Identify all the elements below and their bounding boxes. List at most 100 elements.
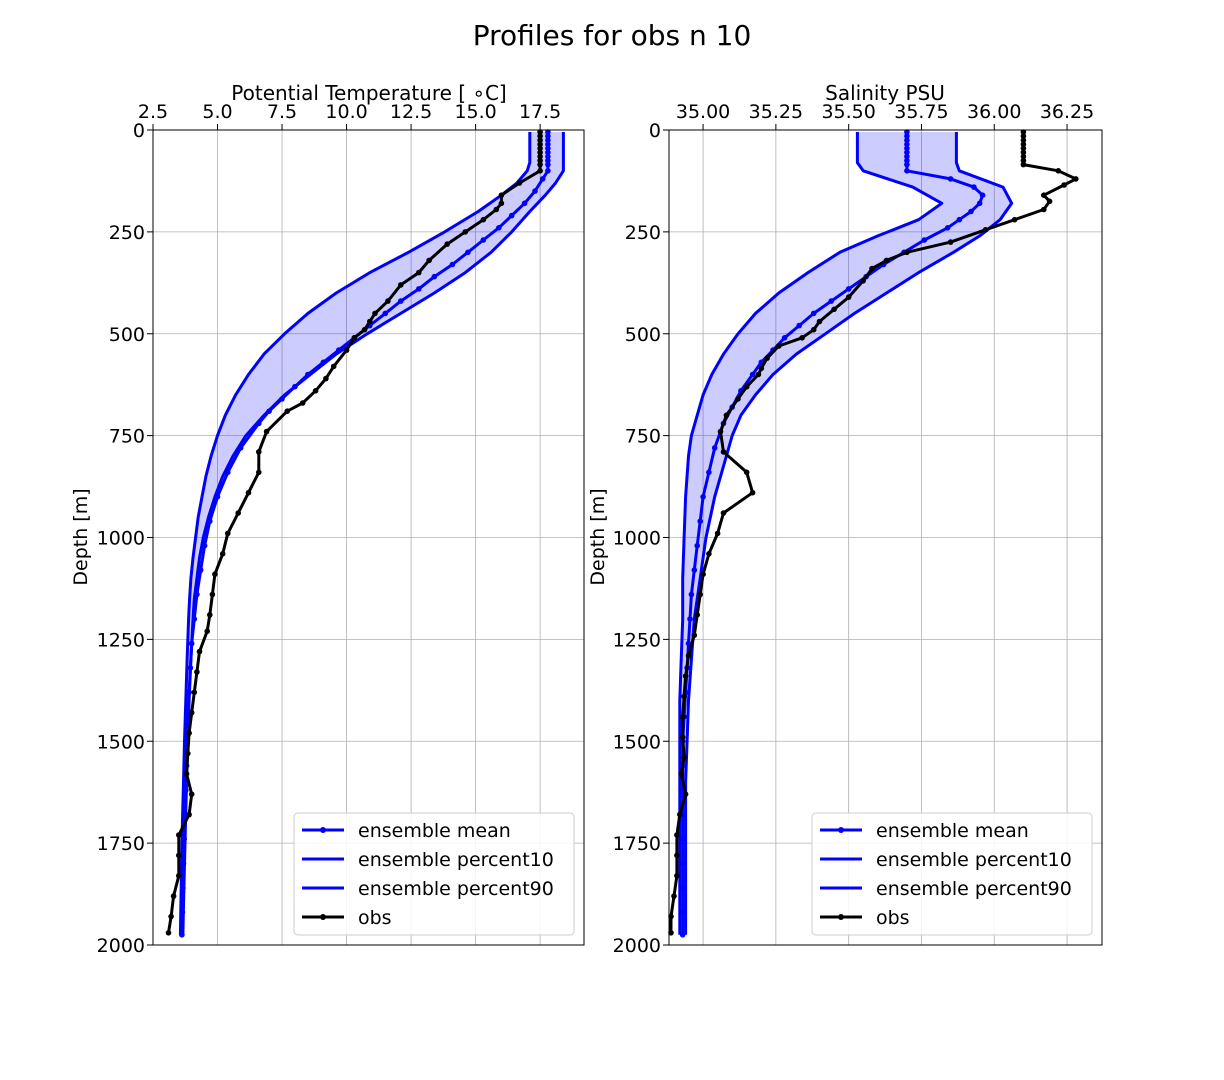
temperature-legend-obs-label: obs: [358, 907, 392, 929]
salinity-series-obs-point: [720, 449, 727, 455]
salinity-series-obs-point: [1020, 157, 1027, 164]
temperature-y-tick-label: 1250: [97, 629, 145, 651]
salinity-series-obs-point: [1011, 216, 1018, 223]
temperature-series-obs-point: [537, 145, 543, 152]
salinity-series-obs-point: [714, 530, 721, 537]
salinity-series-obs-point: [679, 734, 686, 740]
salinity-y-tick-label: 250: [625, 222, 661, 244]
temperature-series-obs-point: [284, 408, 291, 415]
temperature-x-tick-label: 7.5: [267, 101, 297, 123]
salinity-series-obs-point: [904, 249, 910, 256]
salinity-series-ensemble-mean-point: [781, 335, 788, 341]
salinity-series-obs-point: [674, 832, 680, 838]
temperature-series-obs-point: [372, 310, 378, 317]
salinity-series-obs-point: [679, 714, 686, 720]
salinity-series-ensemble-mean-point: [828, 298, 834, 304]
temperature-series-obs-point: [196, 648, 203, 655]
salinity-series-ensemble-mean-point: [904, 129, 910, 135]
temperature-series-obs-point: [537, 168, 543, 174]
temperature-x-tick-label: 17.5: [519, 101, 561, 123]
figure-title: Profiles for obs n 10: [473, 19, 752, 52]
temperature-series-ensemble-mean-point: [480, 237, 487, 243]
temperature-series-ensemble-mean-point: [398, 298, 404, 304]
salinity-series-obs-point: [982, 227, 989, 233]
temperature-series-ensemble-mean-point: [431, 273, 438, 280]
temperature-series-ensemble-mean-point: [545, 161, 551, 168]
salinity-series-ensemble-mean-point: [979, 192, 986, 198]
temperature-series-obs-point: [170, 893, 177, 899]
salinity-series-obs-point: [668, 930, 674, 936]
salinity-series-obs-point: [723, 412, 730, 419]
salinity-series-obs-point: [678, 771, 684, 777]
salinity-series-ensemble-mean-point: [904, 161, 910, 168]
salinity-series-obs-point: [674, 852, 680, 859]
temperature-series-obs-point: [537, 149, 543, 156]
temperature-series-obs-point: [168, 913, 174, 920]
temperature-series-obs-point: [537, 153, 543, 160]
salinity-series-ensemble-mean-point: [947, 176, 954, 182]
temperature-series-obs-point: [367, 318, 373, 325]
temperature-series-obs-point: [183, 771, 190, 777]
temperature-y-tick-label: 500: [109, 324, 145, 346]
temperature-y-tick-label: 250: [109, 222, 145, 244]
salinity-series-ensemble-mean-point: [845, 286, 852, 292]
salinity-series-obs-point: [674, 872, 680, 879]
temperature-series-obs-point: [493, 206, 500, 213]
salinity-series-obs-point: [717, 428, 724, 435]
salinity-series-ensemble-mean-point: [796, 322, 802, 329]
temperature-series-obs-point: [361, 326, 368, 333]
salinity-series-obs-point: [1020, 145, 1027, 152]
temperature-series-obs-point: [537, 157, 543, 164]
temperature-series-obs-point: [186, 730, 192, 736]
temperature-series-obs-point: [537, 129, 543, 135]
temperature-series-obs-point: [426, 257, 432, 264]
salinity-panel-title: Salinity PSU: [825, 81, 945, 105]
temperature-series-obs-point: [537, 137, 543, 143]
salinity-series-ensemble-mean-point: [921, 237, 928, 243]
salinity-x-tick-label: 36.25: [1040, 101, 1094, 123]
salinity-series-ensemble-mean-point: [904, 137, 910, 143]
temperature-series-obs-point: [330, 363, 337, 370]
salinity-legend: ensemble mean ensemble percent10 ensemble …: [811, 812, 1093, 936]
salinity-series-ensemble-mean-point: [694, 542, 700, 549]
salinity-percentile-band: [679, 132, 1012, 935]
salinity-y-tick-label: 1000: [613, 528, 661, 550]
temperature-series-obs-point: [537, 133, 543, 139]
temperature-series-obs-point: [516, 180, 523, 186]
temperature-series-obs-point: [323, 375, 329, 382]
temperature-series-obs-point: [416, 269, 422, 276]
salinity-series-obs-point: [845, 294, 852, 300]
salinity-series-obs-point: [1046, 198, 1053, 205]
salinity-series-ensemble-mean-point: [904, 153, 910, 160]
salinity-series-ensemble-mean-point: [700, 494, 706, 500]
temperature-x-tick-label: 15.0: [454, 101, 496, 123]
salinity-series-obs-point: [691, 632, 698, 639]
temperature-series-ensemble-mean-point: [545, 153, 551, 160]
temperature-series-obs-point: [498, 192, 505, 198]
temperature-series-obs-point: [188, 709, 195, 716]
salinity-legend-obs-marker: [838, 914, 844, 920]
temperature-series-ensemble-mean-point: [382, 310, 389, 317]
temperature-series-ensemble-percent90-line: [181, 132, 565, 935]
salinity-series-obs-point: [749, 489, 756, 496]
salinity-series-obs-point: [1020, 133, 1027, 139]
temperature-y-tick-label: 1000: [97, 528, 145, 550]
salinity-series-obs-point: [831, 306, 837, 313]
temperature-y-tick-label: 2000: [97, 935, 145, 957]
salinity-series-ensemble-mean-point: [904, 145, 910, 152]
temperature-series-ensemble-mean-point: [521, 200, 528, 207]
temperature-y-tick-label: 1500: [97, 731, 145, 753]
salinity-series-obs-point: [743, 469, 750, 476]
salinity-series-obs-point: [1073, 176, 1079, 182]
salinity-series-obs-point: [1041, 192, 1047, 198]
temperature-legend-ensemble-mean-label: ensemble mean: [358, 820, 511, 842]
temperature-series-obs-point: [176, 872, 182, 879]
temperature-series-obs-point: [385, 298, 391, 304]
salinity-series-ensemble-percent10-line: [678, 132, 944, 935]
temperature-series-ensemble-mean-point: [545, 149, 551, 156]
salinity-series-ensemble-mean-point: [697, 518, 703, 524]
temperature-y-tick-label: 0: [133, 120, 145, 142]
temperature-series-obs-point: [209, 591, 216, 598]
salinity-series-ensemble-mean-point: [971, 184, 977, 190]
